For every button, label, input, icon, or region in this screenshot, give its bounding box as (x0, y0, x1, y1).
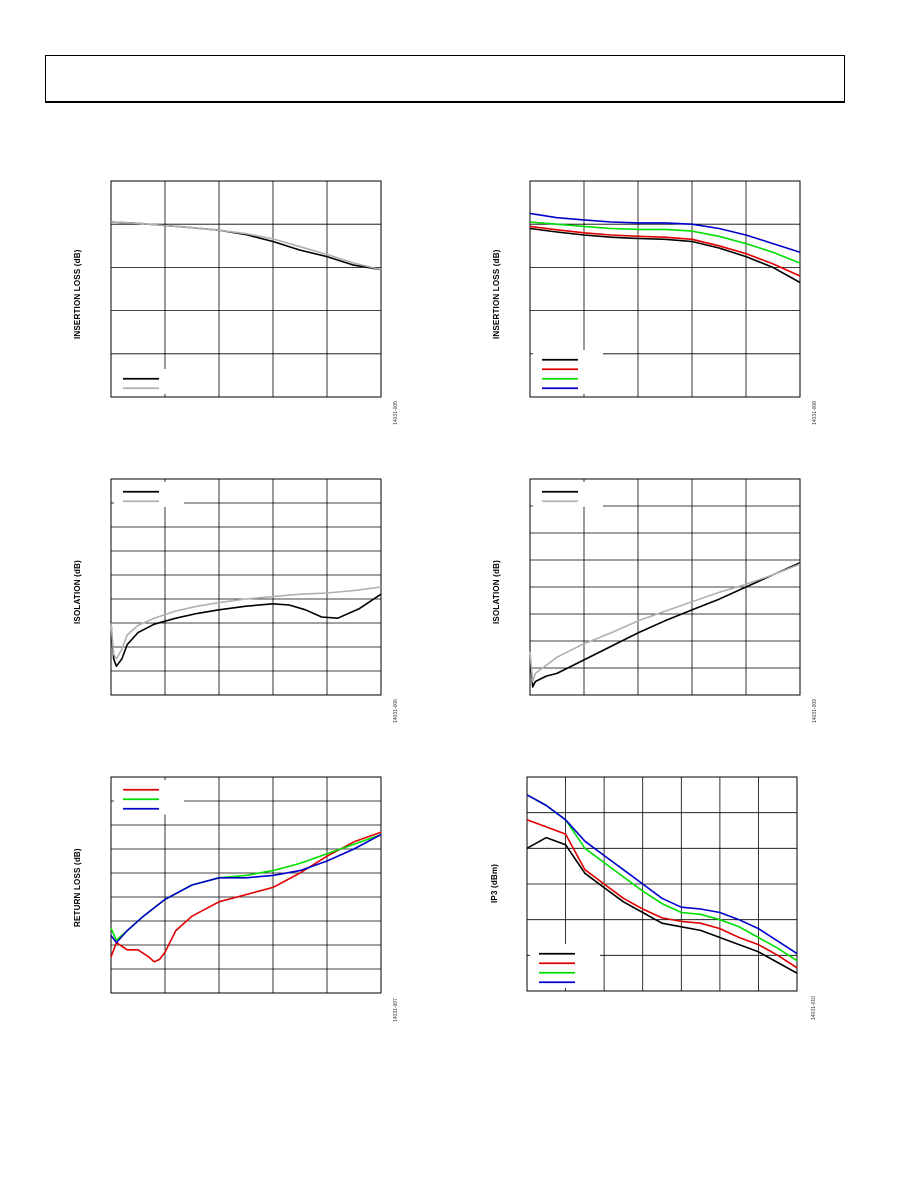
series-line-2 (529, 563, 801, 683)
chart-insertion-loss-left-fig-code: 14031-005 (393, 401, 399, 425)
series-line-1 (529, 227, 801, 284)
series-line-2 (529, 225, 801, 277)
chart-insertion-loss-left-svg (110, 180, 382, 398)
plot-frame (110, 180, 382, 398)
series-line-1 (526, 836, 798, 974)
chart-return-loss-fig-code: 14031-007 (393, 998, 399, 1022)
series-line-2 (110, 833, 382, 941)
chart-ip3 (526, 776, 798, 992)
chart-ip3-ylabel: IP3 (dBm) (490, 863, 499, 903)
plot-frame (110, 776, 382, 994)
plot-frame (529, 478, 801, 696)
chart-return-loss-ylabel: RETURN LOSS (dB) (73, 848, 82, 927)
chart-ip3-svg (526, 776, 798, 992)
series-line-4 (529, 212, 801, 254)
series-line-3 (110, 833, 382, 944)
chart-isolation-left-ylabel: ISOLATION (dB) (73, 560, 82, 624)
legend-background (533, 350, 603, 394)
chart-isolation-left-fig-code: 14031-006 (393, 699, 399, 723)
legend-background (114, 369, 184, 394)
chart-insertion-loss-left-ylabel: INSERTION LOSS (dB) (73, 249, 82, 339)
chart-isolation-right (529, 478, 801, 696)
chart-insertion-loss-right-fig-code: 14031-008 (812, 401, 818, 425)
chart-isolation-left-svg (110, 478, 382, 696)
legend-background (533, 482, 603, 507)
series-line-2 (110, 221, 382, 271)
chart-insertion-loss-left (110, 180, 382, 398)
legend-background (530, 944, 600, 988)
series-line-2 (110, 586, 382, 660)
series-line-3 (526, 794, 798, 962)
chart-insertion-loss-right-ylabel: INSERTION LOSS (dB) (492, 249, 501, 339)
series-line-4 (526, 794, 798, 955)
series-line-1 (529, 561, 801, 688)
legend-background (114, 482, 184, 507)
chart-insertion-loss-right-svg (529, 180, 801, 398)
plot-frame (526, 776, 798, 992)
series-line-2 (526, 819, 798, 969)
chart-isolation-right-svg (529, 478, 801, 696)
series-line-3 (529, 221, 801, 264)
plot-frame (529, 180, 801, 398)
chart-return-loss-svg (110, 776, 382, 994)
chart-ip3-fig-code: 14031-010 (811, 996, 817, 1020)
chart-return-loss (110, 776, 382, 994)
chart-isolation-right-ylabel: ISOLATION (dB) (492, 560, 501, 624)
chart-insertion-loss-right (529, 180, 801, 398)
chart-isolation-right-fig-code: 14031-009 (812, 699, 818, 723)
series-line-1 (110, 593, 382, 667)
plot-frame (110, 478, 382, 696)
page-header-box (45, 55, 845, 103)
series-line-1 (110, 221, 382, 271)
chart-isolation-left (110, 478, 382, 696)
